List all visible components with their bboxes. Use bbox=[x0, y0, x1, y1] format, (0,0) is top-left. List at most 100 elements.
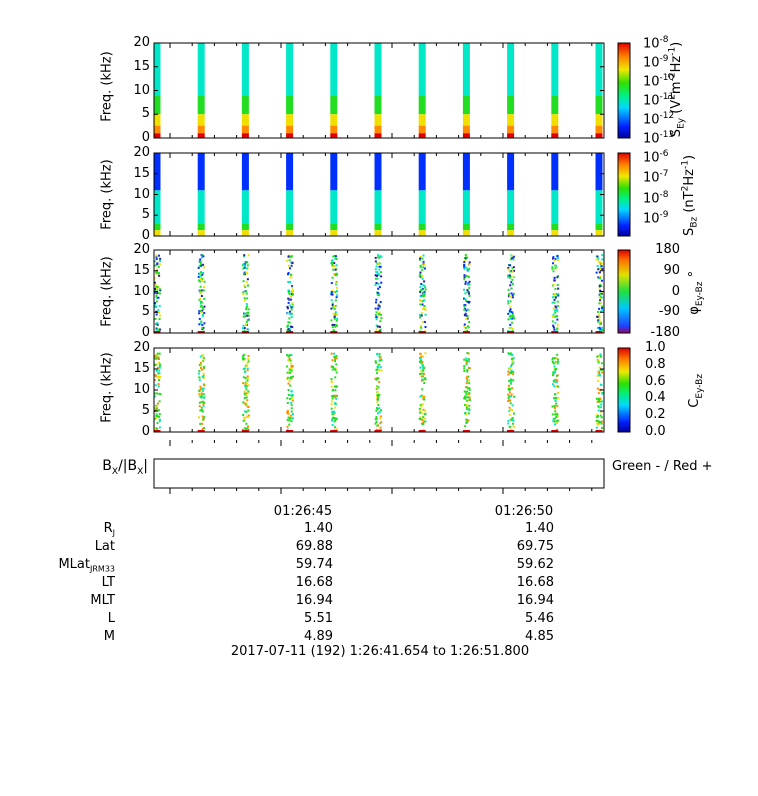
spectrogram-pixel bbox=[465, 329, 468, 332]
spectrogram-pixel bbox=[468, 268, 471, 271]
spectrogram-pixel bbox=[553, 385, 556, 388]
spectrogram-pixel bbox=[287, 412, 290, 415]
spectrogram-pixel bbox=[465, 309, 468, 312]
spectrogram-pixel bbox=[551, 266, 554, 269]
spectrogram-pixel bbox=[463, 390, 466, 393]
spectrogram-pixel bbox=[600, 416, 603, 419]
spectrogram-pixel bbox=[203, 286, 206, 289]
spectrogram-pixel bbox=[155, 296, 158, 299]
spectrogram-pixel bbox=[596, 355, 599, 358]
spectrogram-pixel bbox=[420, 282, 423, 285]
spectrogram-pixel bbox=[289, 376, 292, 379]
spectrogram-pixel bbox=[598, 400, 601, 403]
spectrogram-pixel bbox=[290, 354, 293, 357]
spectrogram-pixel bbox=[286, 402, 289, 405]
spectrogram-burst bbox=[418, 153, 426, 191]
spectrogram-pixel bbox=[241, 428, 244, 431]
spectrogram-pixel bbox=[556, 379, 559, 382]
spectrogram-pixel bbox=[286, 428, 289, 431]
spectrogram-pixel bbox=[374, 361, 377, 364]
spectrogram-pixel bbox=[600, 265, 603, 268]
spectrogram-pixel bbox=[202, 405, 205, 408]
spectrogram-pixel bbox=[379, 359, 382, 362]
spectrogram-pixel bbox=[553, 276, 556, 279]
spectrogram-pixel bbox=[466, 325, 469, 328]
ephemeris-value: 59.74 bbox=[295, 557, 333, 572]
spectrogram-pixel bbox=[421, 364, 424, 367]
spectrogram-pixel bbox=[420, 422, 423, 425]
spectrogram-pixel bbox=[246, 272, 249, 275]
spectrogram-pixel bbox=[376, 353, 379, 356]
spectrogram-pixel bbox=[197, 266, 200, 269]
spectrogram-pixel bbox=[552, 257, 555, 260]
spectrogram-pixel bbox=[377, 282, 380, 285]
spectrogram-pixel bbox=[424, 326, 427, 329]
spectrogram-pixel bbox=[508, 425, 511, 428]
spectrogram-pixel bbox=[423, 284, 426, 287]
spectrogram-pixel bbox=[242, 376, 245, 379]
spectrogram-pixel bbox=[422, 307, 425, 310]
spectrogram-pixel bbox=[378, 292, 381, 295]
spectrogram-pixel bbox=[290, 394, 293, 397]
spectrogram-burst bbox=[551, 95, 559, 115]
spectrogram-burst bbox=[197, 331, 205, 333]
spectrogram-pixel bbox=[333, 385, 336, 388]
colorbar1-tick-label: 10-8 bbox=[643, 35, 669, 52]
spectrogram-pixel bbox=[376, 398, 379, 401]
spectrogram-pixel bbox=[419, 286, 422, 289]
spectrogram-burst bbox=[153, 190, 161, 224]
spectrogram-pixel bbox=[552, 383, 555, 386]
spectrogram-pixel bbox=[289, 304, 292, 307]
spectrogram-pixel bbox=[377, 394, 380, 397]
spectrogram-burst bbox=[197, 133, 205, 138]
spectrogram-burst bbox=[197, 430, 205, 432]
spectrogram-pixel bbox=[468, 382, 471, 385]
spectrogram-pixel bbox=[599, 353, 602, 356]
spectrogram-pixel bbox=[599, 297, 602, 300]
spectrogram-pixel bbox=[286, 411, 289, 414]
spectrogram-pixel bbox=[331, 368, 334, 371]
spectrogram-pixel bbox=[288, 321, 291, 324]
spectrogram-pixel bbox=[289, 414, 292, 417]
spectrogram-pixel bbox=[463, 358, 466, 361]
spectrogram-pixel bbox=[600, 296, 603, 299]
spectrogram-pixel bbox=[419, 372, 422, 375]
spectrogram-pixel bbox=[595, 426, 598, 429]
spectrogram-pixel bbox=[511, 360, 514, 363]
spectrogram-pixel bbox=[509, 270, 512, 273]
spectrogram-pixel bbox=[286, 376, 289, 379]
spectrogram-pixel bbox=[509, 388, 512, 391]
spectrogram-pixel bbox=[200, 364, 203, 367]
spectrogram-pixel bbox=[378, 353, 381, 356]
spectrogram-pixel bbox=[600, 279, 603, 282]
spectrogram-pixel bbox=[158, 311, 161, 314]
spectrogram-pixel bbox=[465, 403, 468, 406]
spectrogram-pixel bbox=[198, 310, 201, 313]
spectrogram-pixel bbox=[287, 297, 290, 300]
spectrogram-burst bbox=[241, 125, 249, 134]
spectrogram-pixel bbox=[512, 315, 515, 318]
spectrogram-pixel bbox=[334, 406, 337, 409]
spectrogram-pixel bbox=[463, 274, 466, 277]
spectrogram-pixel bbox=[332, 268, 335, 271]
spectrogram-pixel bbox=[375, 420, 378, 423]
spectrogram-pixel bbox=[243, 396, 246, 399]
spectrogram-pixel bbox=[598, 388, 601, 391]
spectrogram-burst bbox=[551, 331, 559, 333]
spectrogram-pixel bbox=[198, 416, 201, 419]
spectrogram-pixel bbox=[420, 375, 423, 378]
spectrogram-pixel bbox=[552, 374, 555, 377]
spectrogram-pixel bbox=[379, 366, 382, 369]
spectrogram-pixel bbox=[158, 372, 161, 375]
spectrogram-pixel bbox=[511, 404, 514, 407]
spectrogram-pixel bbox=[421, 375, 424, 378]
spectrogram-pixel bbox=[201, 390, 204, 393]
spectrogram-pixel bbox=[378, 381, 381, 384]
spectrogram-pixel bbox=[159, 257, 162, 260]
spectrogram-pixel bbox=[291, 412, 294, 415]
spectrogram-pixel bbox=[336, 313, 339, 316]
spectrogram-pixel bbox=[199, 275, 202, 278]
spectrogram-pixel bbox=[379, 328, 382, 331]
spectrogram-pixel bbox=[468, 261, 471, 264]
spectrogram-burst bbox=[551, 230, 559, 236]
